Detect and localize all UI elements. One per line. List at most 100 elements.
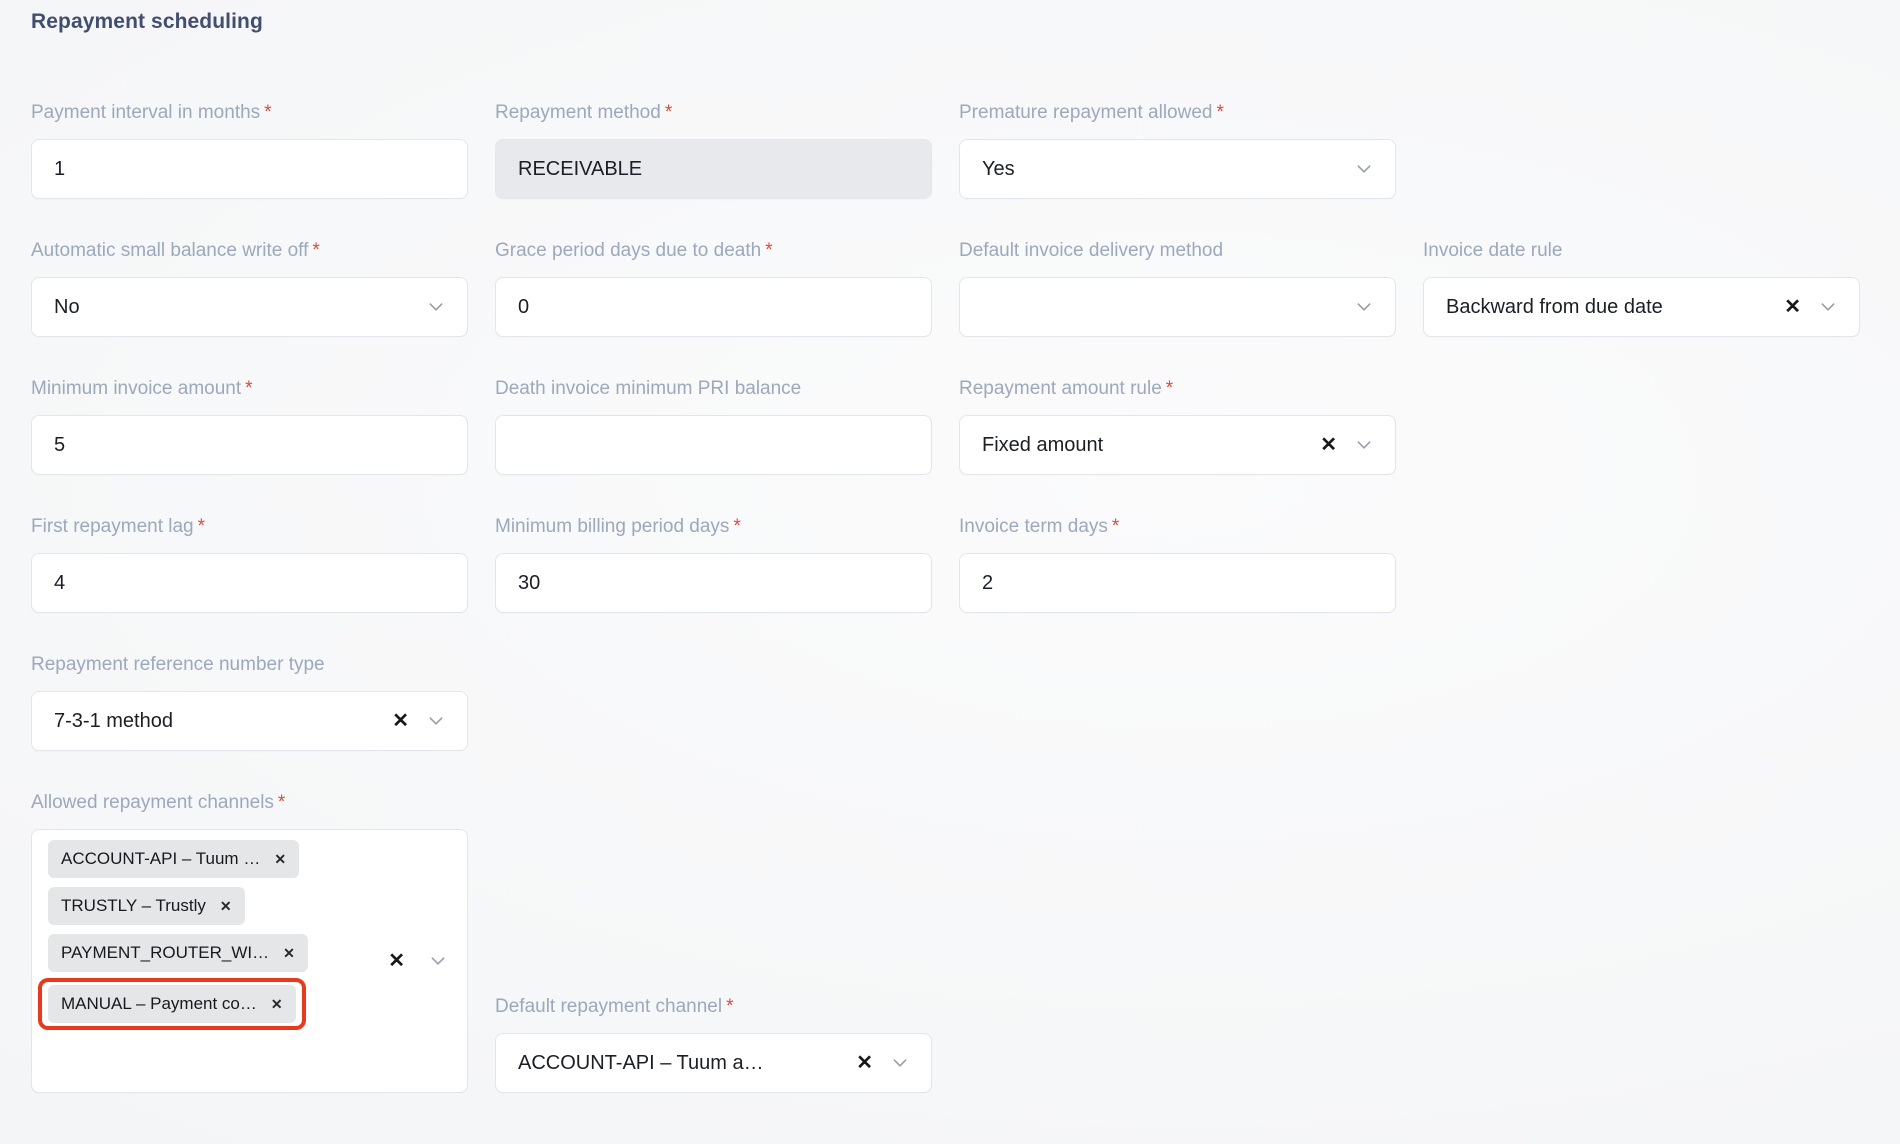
- channel-tag-account-api: ACCOUNT-API – Tuum … ✕: [48, 840, 300, 878]
- first-repayment-lag-input[interactable]: 4: [31, 553, 468, 613]
- repayment-scheduling-form: Repayment scheduling Payment interval in…: [31, 10, 1900, 1093]
- field-payment-interval-in-months: Payment interval in months * 1: [31, 101, 468, 199]
- form-row-5: Repayment reference number type 7-3-1 me…: [31, 653, 1900, 751]
- remove-tag-icon[interactable]: ✕: [270, 995, 283, 1012]
- field-label: Invoice date rule: [1423, 239, 1860, 263]
- required-asterisk: *: [264, 102, 272, 123]
- field-label: Automatic small balance write off *: [31, 239, 468, 263]
- input-value: RECEIVABLE: [518, 157, 643, 180]
- default-repayment-channel-select[interactable]: ACCOUNT-API – Tuum a… ✕: [495, 1033, 932, 1093]
- remove-tag-icon[interactable]: ✕: [219, 897, 232, 914]
- select-value: 7-3-1 method: [54, 709, 173, 732]
- input-value: 30: [518, 571, 541, 594]
- highlight-annotation-box: MANUAL – Payment co… ✕: [38, 978, 306, 1030]
- form-row-2: Automatic small balance write off * No Gr…: [31, 239, 1900, 337]
- field-minimum-invoice-amount: Minimum invoice amount * 5: [31, 377, 468, 475]
- tag-label: MANUAL – Payment co…: [61, 994, 257, 1013]
- field-first-repayment-lag: First repayment lag * 4: [31, 515, 468, 613]
- allowed-repayment-channels-multiselect[interactable]: ACCOUNT-API – Tuum … ✕ TRUSTLY – Trustly…: [31, 829, 468, 1093]
- required-asterisk: *: [312, 240, 320, 261]
- input-value: 1: [54, 157, 66, 180]
- input-value: 0: [518, 295, 530, 318]
- clear-icon[interactable]: ✕: [1784, 296, 1801, 318]
- field-invoice-term-days: Invoice term days * 2: [959, 515, 1396, 613]
- form-row-3: Minimum invoice amount * 5 Death invoice …: [31, 377, 1900, 475]
- field-label: Minimum invoice amount *: [31, 377, 468, 401]
- field-premature-repayment-allowed: Premature repayment allowed * Yes: [959, 101, 1396, 199]
- tag-label: TRUSTLY – Trustly: [61, 896, 206, 915]
- label-text: Grace period days due to death: [495, 240, 762, 261]
- death-invoice-min-pri-input[interactable]: [495, 415, 932, 475]
- label-text: First repayment lag: [31, 516, 194, 537]
- minimum-invoice-amount-input[interactable]: 5: [31, 415, 468, 475]
- chevron-down-icon[interactable]: [1353, 296, 1375, 318]
- field-default-repayment-channel: Default repayment channel * ACCOUNT-API –…: [495, 995, 932, 1093]
- required-asterisk: *: [765, 240, 773, 261]
- input-value: 4: [54, 571, 66, 594]
- label-text: Death invoice minimum PRI balance: [495, 378, 802, 399]
- field-death-invoice-minimum-pri-balance: Death invoice minimum PRI balance: [495, 377, 932, 475]
- chevron-down-icon[interactable]: [1353, 434, 1375, 456]
- field-repayment-method: Repayment method * RECEIVABLE: [495, 101, 932, 199]
- required-asterisk: *: [1216, 102, 1224, 123]
- field-label: Repayment reference number type: [31, 653, 468, 677]
- page-title: Repayment scheduling: [31, 10, 263, 33]
- field-label: Grace period days due to death *: [495, 239, 932, 263]
- required-asterisk: *: [277, 792, 286, 813]
- field-label: Default repayment channel *: [495, 995, 932, 1019]
- field-repayment-amount-rule: Repayment amount rule * Fixed amount ✕: [959, 377, 1396, 475]
- required-asterisk: *: [197, 516, 206, 537]
- required-asterisk: *: [726, 996, 734, 1017]
- remove-tag-icon[interactable]: ✕: [283, 944, 295, 961]
- chevron-down-icon[interactable]: [427, 950, 449, 972]
- select-value: ACCOUNT-API – Tuum a…: [518, 1051, 764, 1074]
- clear-icon[interactable]: ✕: [1320, 434, 1337, 456]
- label-text: Default invoice delivery method: [959, 240, 1224, 261]
- grace-period-input[interactable]: 0: [495, 277, 932, 337]
- select-value: No: [54, 295, 80, 318]
- field-label: Repayment method *: [495, 101, 932, 125]
- label-text: Minimum invoice amount: [31, 378, 242, 399]
- repayment-reference-type-select[interactable]: 7-3-1 method ✕: [31, 691, 468, 751]
- required-asterisk: *: [733, 516, 741, 537]
- field-label: Allowed repayment channels *: [31, 791, 468, 815]
- repayment-amount-rule-select[interactable]: Fixed amount ✕: [959, 415, 1396, 475]
- label-text: Allowed repayment channels: [31, 792, 274, 813]
- label-text: Minimum billing period days: [495, 516, 730, 537]
- label-text: Default repayment channel: [495, 996, 723, 1017]
- field-minimum-billing-period-days: Minimum billing period days * 30: [495, 515, 932, 613]
- select-value: Yes: [982, 157, 1015, 180]
- field-label: Death invoice minimum PRI balance: [495, 377, 932, 401]
- label-text: Payment interval in months: [31, 102, 261, 123]
- label-text: Invoice term days: [959, 516, 1108, 537]
- channel-tag-manual: MANUAL – Payment co… ✕: [48, 985, 296, 1023]
- input-value: 5: [54, 433, 66, 456]
- clear-icon[interactable]: ✕: [388, 950, 405, 972]
- chevron-down-icon[interactable]: [889, 1052, 911, 1074]
- chevron-down-icon[interactable]: [1353, 158, 1375, 180]
- invoice-date-rule-select[interactable]: Backward from due date ✕: [1423, 277, 1860, 337]
- field-label: Default invoice delivery method: [959, 239, 1396, 263]
- clear-icon[interactable]: ✕: [392, 710, 409, 732]
- label-text: Premature repayment allowed: [959, 102, 1213, 123]
- small-balance-write-off-select[interactable]: No: [31, 277, 468, 337]
- select-value: Backward from due date: [1446, 295, 1663, 318]
- chevron-down-icon[interactable]: [425, 296, 447, 318]
- chevron-down-icon[interactable]: [425, 710, 447, 732]
- tag-label: ACCOUNT-API – Tuum …: [61, 849, 261, 868]
- invoice-term-days-input[interactable]: 2: [959, 553, 1396, 613]
- payment-interval-input[interactable]: 1: [31, 139, 468, 199]
- minimum-billing-period-input[interactable]: 30: [495, 553, 932, 613]
- field-label: Invoice term days *: [959, 515, 1396, 539]
- tag-label: PAYMENT_ROUTER_WI…: [61, 943, 270, 962]
- form-row-6: Allowed repayment channels * ACCOUNT-API …: [31, 791, 1900, 1093]
- label-text: Repayment method: [495, 102, 661, 123]
- clear-icon[interactable]: ✕: [856, 1052, 873, 1074]
- field-repayment-reference-number-type: Repayment reference number type 7-3-1 me…: [31, 653, 468, 751]
- label-text: Repayment reference number type: [31, 654, 325, 675]
- remove-tag-icon[interactable]: ✕: [274, 850, 287, 867]
- chevron-down-icon[interactable]: [1817, 296, 1839, 318]
- required-asterisk: *: [664, 102, 673, 123]
- premature-repayment-select[interactable]: Yes: [959, 139, 1396, 199]
- invoice-delivery-method-select[interactable]: [959, 277, 1396, 337]
